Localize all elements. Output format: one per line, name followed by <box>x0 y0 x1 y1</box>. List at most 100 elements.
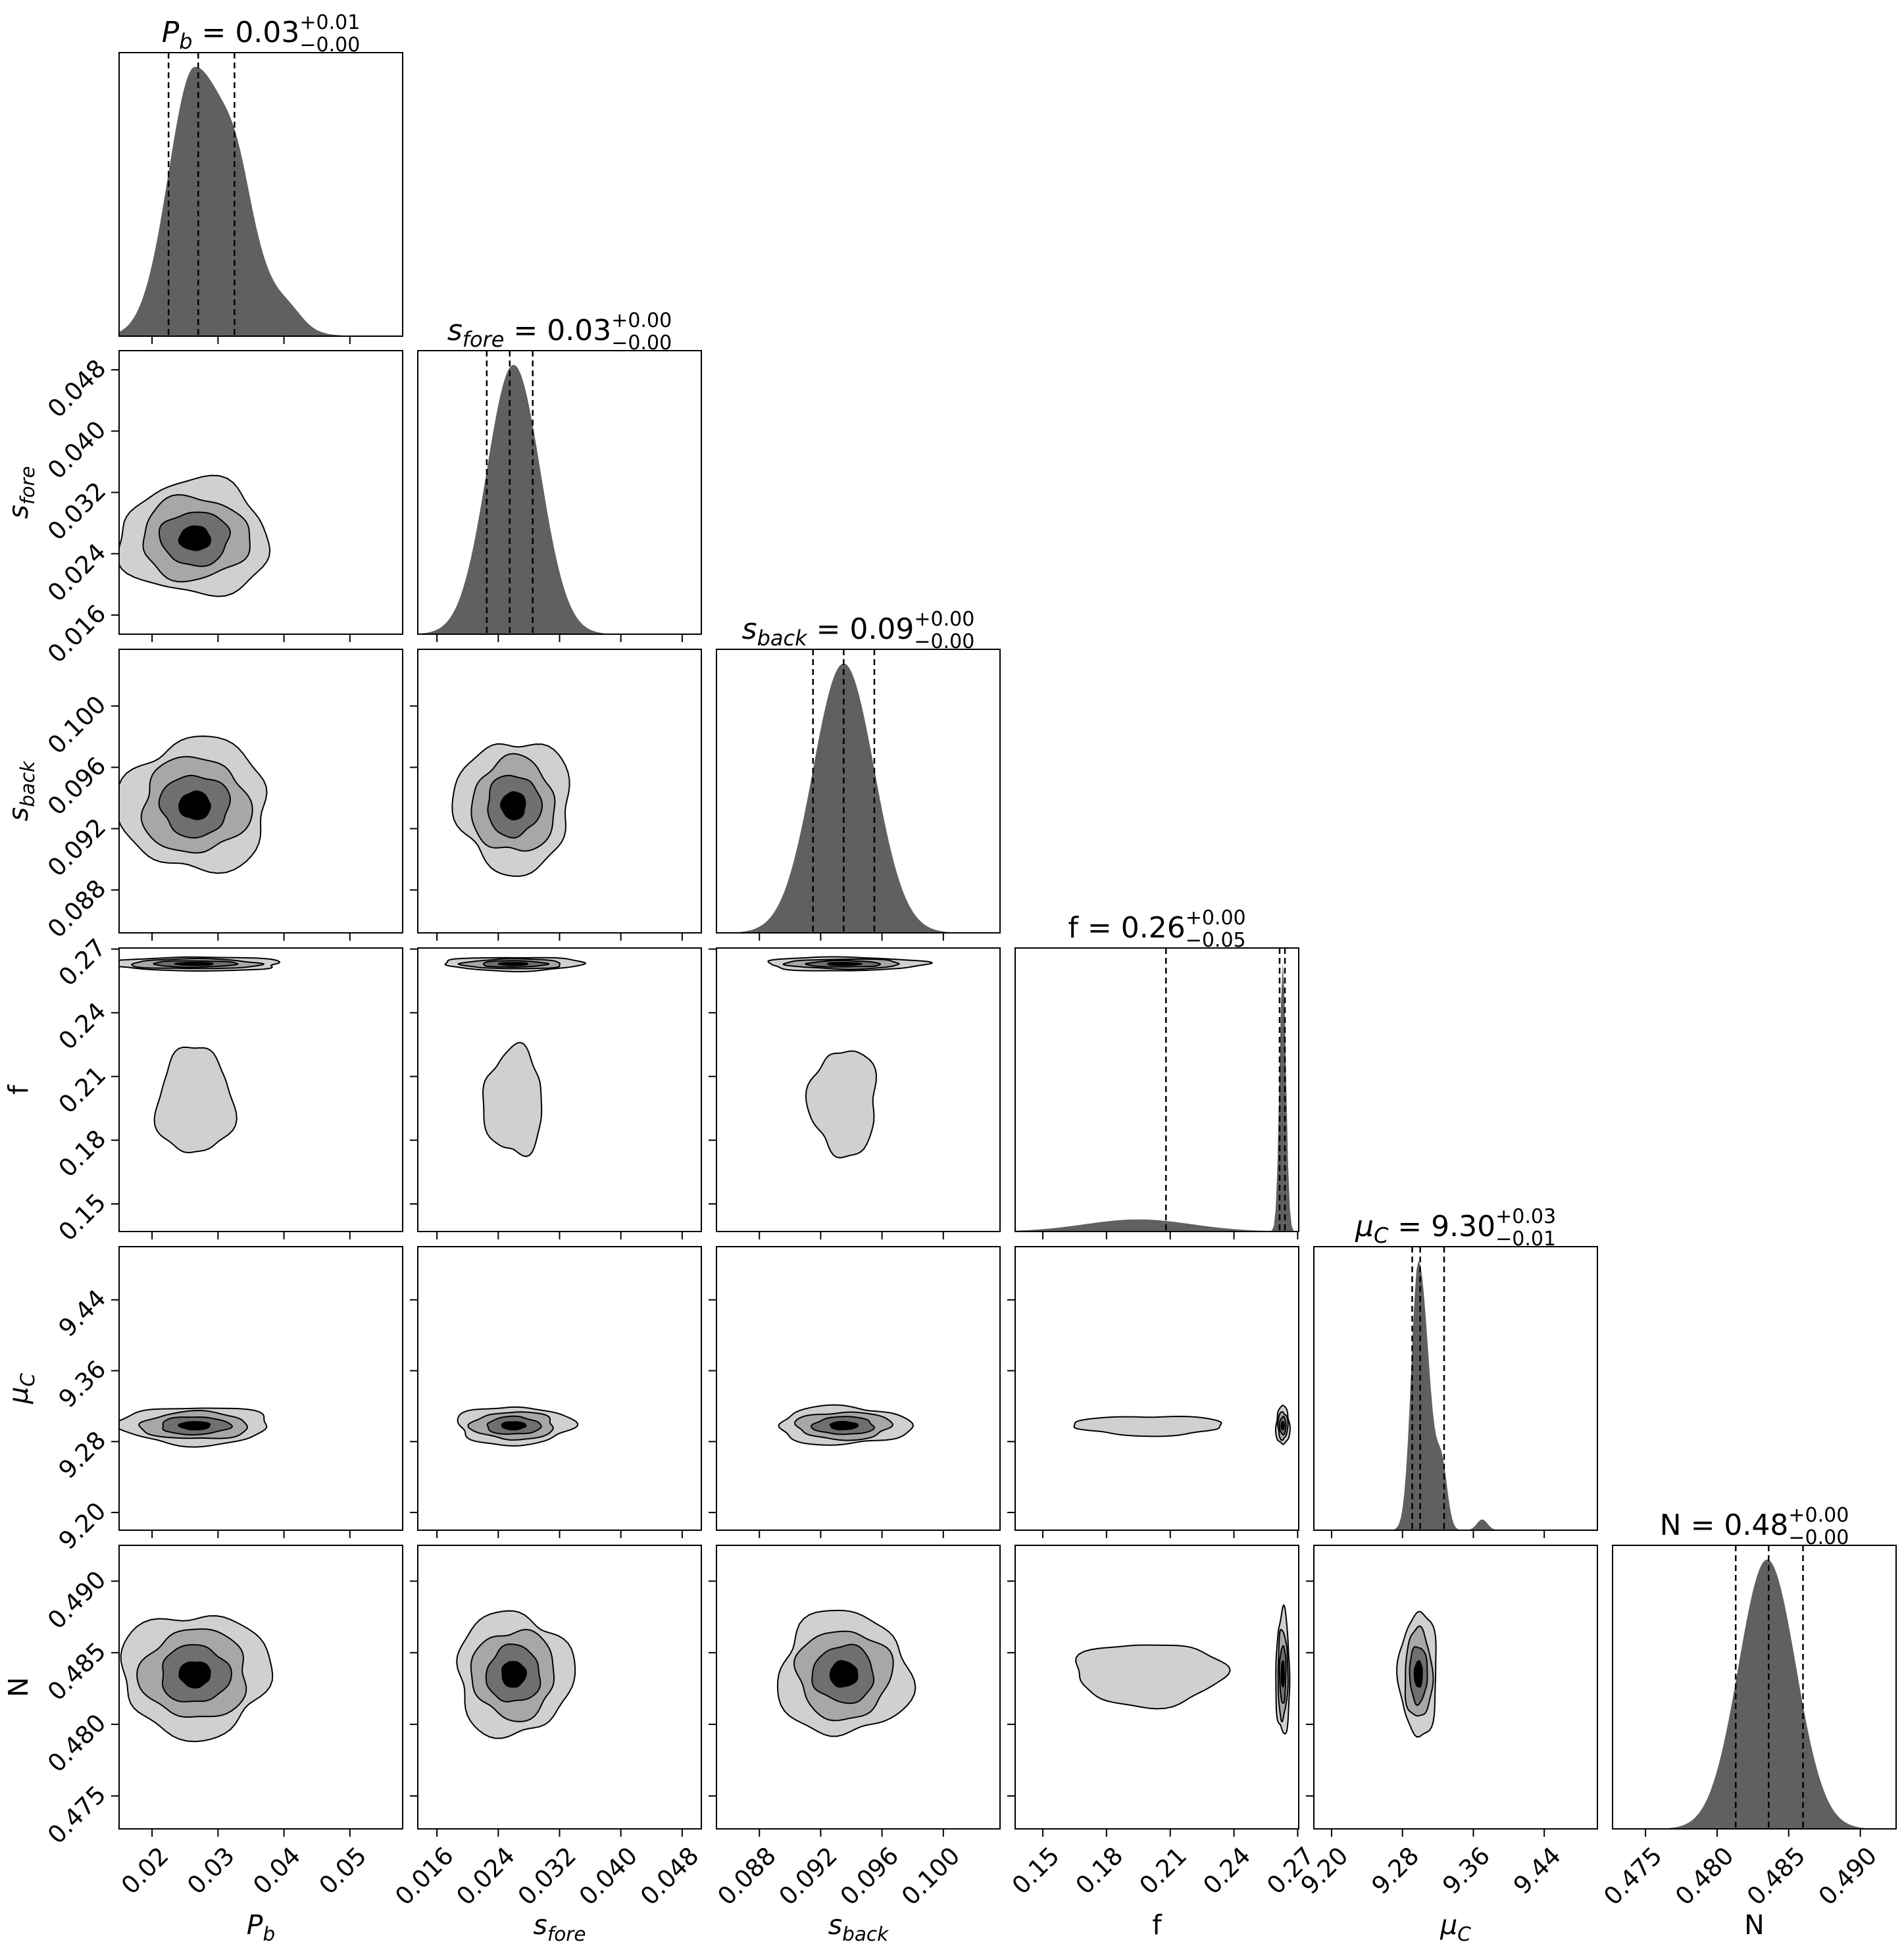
x-tick-label: 0.096 <box>835 1841 904 1910</box>
panel-frame <box>118 947 403 1232</box>
contour-level-4 <box>178 1661 211 1689</box>
y-tick-label: 9.20 <box>53 1497 112 1555</box>
contour-level-4 <box>501 1660 528 1688</box>
contour-level-4 <box>497 962 529 966</box>
contour-level-4 <box>827 962 863 966</box>
x-tick-label: 0.024 <box>451 1841 520 1910</box>
y-axis-label-s_fore: sfore <box>3 466 39 518</box>
contour-level-4 <box>178 1421 211 1431</box>
x-tick-label: 0.016 <box>389 1841 459 1910</box>
panel-frame <box>1313 1246 1598 1531</box>
contour-level-4 <box>1280 1420 1285 1431</box>
secondary-mode-region <box>1075 1644 1231 1710</box>
x-axis-label-s_fore: sfore <box>533 1909 586 1944</box>
y-tick-label: 0.24 <box>53 997 112 1055</box>
y-tick-label: 0.048 <box>42 354 111 423</box>
panel-frame <box>417 1246 702 1531</box>
contour-level-4 <box>178 790 211 820</box>
x-axis-label-f: f <box>1152 1909 1163 1941</box>
histogram-s_back <box>716 663 1000 933</box>
hist-panel-mu_C: μC = 9.30+0.03−0.01 <box>1313 1205 1598 1538</box>
y-tick-label: 9.44 <box>53 1284 112 1343</box>
panel-frame <box>716 947 1001 1232</box>
y-tick-label: 0.040 <box>42 415 111 484</box>
contour-panel-f-N: 0.15 0.18 0.21 0.24 0.27 <box>1007 1545 1320 1900</box>
y-tick-label: 0.15 <box>53 1188 112 1247</box>
panel-title-mu_C: μC = 9.30+0.03 <box>1355 1205 1556 1248</box>
y-tick-label: 0.18 <box>53 1124 112 1183</box>
x-axis-label-Pb: Pb <box>247 1909 275 1944</box>
panel-frame <box>716 1545 1001 1830</box>
contour-panel-Pb-mu_C: 9.20 9.28 9.36 9.44 <box>53 1246 403 1555</box>
histogram-N <box>1613 1559 1896 1829</box>
contour-panel-Pb-f: 0.150.180.210.240.27 <box>53 934 403 1247</box>
panel-frame <box>1015 1246 1299 1531</box>
x-tick-label: 0.092 <box>774 1841 843 1910</box>
panel-frame <box>118 52 403 337</box>
y-tick-label: 9.28 <box>53 1426 112 1484</box>
x-tick-label: 0.485 <box>1741 1841 1811 1910</box>
panel-frame <box>1015 1545 1299 1830</box>
x-tick-label: 0.04 <box>248 1841 307 1900</box>
panel-title-s_back: sback = 0.09+0.00 <box>742 608 975 651</box>
secondary-mode-region <box>1073 1415 1222 1437</box>
x-tick-label: 9.44 <box>1508 1841 1566 1900</box>
contour-panel-mu_C-N: 9.20 9.28 9.36 9.44 <box>1295 1545 1598 1900</box>
y-tick-label: 0.032 <box>42 476 111 545</box>
y-axis-label-mu_C: μC <box>3 1373 39 1405</box>
x-tick-label: 0.032 <box>513 1841 582 1910</box>
contour-level-4 <box>1413 1660 1423 1688</box>
x-tick-label: 0.088 <box>713 1841 782 1910</box>
histogram-s_fore <box>418 364 701 634</box>
x-tick-label: 0.02 <box>116 1841 174 1900</box>
y-tick-label: 0.088 <box>42 874 111 943</box>
x-tick-label: 9.36 <box>1437 1841 1495 1900</box>
contour-level-4 <box>174 962 214 966</box>
x-tick-label: 9.28 <box>1366 1841 1425 1900</box>
contour-panel-s_fore-f <box>410 947 702 1239</box>
hist-panel-f: f = 0.26+0.00−0.05 <box>1015 907 1299 1239</box>
y-tick-label: 9.36 <box>53 1355 112 1414</box>
panel-frame <box>716 1246 1001 1531</box>
x-tick-label: 0.040 <box>574 1841 643 1910</box>
x-tick-label: 0.18 <box>1070 1841 1129 1900</box>
x-tick-label: 0.03 <box>182 1841 240 1900</box>
hist-panel-N: N = 0.48+0.00−0.000.475 0.480 0.485 0.490 <box>1598 1504 1897 1911</box>
hist-panel-Pb: Pb = 0.03+0.01−0.00 <box>118 11 403 344</box>
panel-title-f: f = 0.26+0.00 <box>1068 907 1245 945</box>
contour-level-4 <box>178 525 211 551</box>
x-tick-label: 0.490 <box>1813 1841 1882 1910</box>
contour-panel-s_back-f <box>709 947 1001 1239</box>
x-tick-label: 0.480 <box>1670 1841 1739 1910</box>
panel-frame <box>716 649 1001 934</box>
y-axis-label-f: f <box>3 1084 34 1095</box>
y-tick-label: 0.485 <box>42 1637 111 1706</box>
x-tick-label: 0.100 <box>896 1841 965 1910</box>
panel-frame <box>118 649 403 934</box>
contour-level-4 <box>829 1420 859 1431</box>
x-tick-label: 0.05 <box>314 1841 372 1900</box>
panel-frame <box>1313 1545 1598 1830</box>
x-axis-label-N: N <box>1744 1909 1765 1941</box>
y-tick-label: 0.092 <box>42 813 111 882</box>
y-axis-label-N: N <box>3 1677 34 1697</box>
hist-panel-s_back: sback = 0.09+0.00−0.00 <box>716 608 1001 941</box>
contour-level-4 <box>499 791 526 821</box>
y-tick-label: 0.016 <box>42 599 111 668</box>
contour-panel-s_fore-s_back <box>410 649 702 941</box>
histogram-mu_C <box>1314 1260 1597 1530</box>
contour-panel-s_back-mu_C <box>709 1246 1001 1538</box>
contour-panel-f-mu_C <box>1007 1246 1299 1538</box>
secondary-mode-region <box>805 1050 878 1159</box>
panel-frame <box>417 947 702 1232</box>
y-tick-label: 0.480 <box>42 1708 111 1778</box>
panel-frame <box>1015 947 1299 1232</box>
panel-frame <box>118 1246 403 1531</box>
x-tick-label: 0.24 <box>1197 1841 1256 1900</box>
